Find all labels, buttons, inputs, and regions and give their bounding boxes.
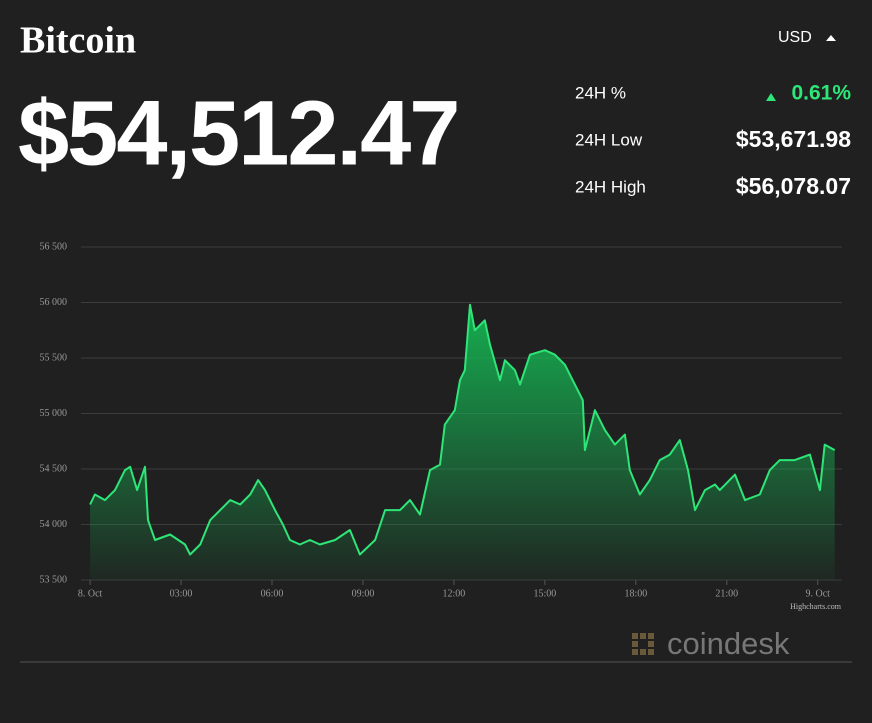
x-tick-label: 21:00 xyxy=(715,588,738,599)
price-line xyxy=(89,303,836,556)
y-tick-label: 55 000 xyxy=(40,408,68,419)
y-tick-label: 54 000 xyxy=(40,519,68,530)
x-tick-label: 06:00 xyxy=(261,588,284,599)
y-tick-label: 55 500 xyxy=(40,352,68,363)
stat-value: $53,671.98 xyxy=(736,126,851,152)
caret-icon[interactable] xyxy=(826,35,836,41)
credit[interactable]: Highcharts.com xyxy=(790,602,842,611)
stat-label: 24H High xyxy=(575,177,646,196)
currency-selector[interactable]: USD xyxy=(778,29,812,46)
x-tick-label: 12:00 xyxy=(443,588,466,599)
y-tick-label: 53 500 xyxy=(40,574,68,585)
x-tick-label: 9. Oct xyxy=(806,588,831,599)
x-tick-label: 09:00 xyxy=(352,588,375,599)
y-tick-label: 54 500 xyxy=(40,463,68,474)
logo-icon xyxy=(632,633,654,655)
stat-label: 24H Low xyxy=(575,130,643,149)
stat-label: 24H % xyxy=(575,83,626,102)
plot: 53 500 54 000 54 500 55 000 55 500 56 000 56 5… xyxy=(40,241,842,599)
price: $54,512.47 xyxy=(18,82,458,184)
y-tick-label: 56 000 xyxy=(40,297,68,308)
stat-value: $56,078.07 xyxy=(736,173,851,199)
y-tick-label: 56 500 xyxy=(40,241,68,252)
area-fill xyxy=(90,304,835,580)
x-tick-label: 03:00 xyxy=(170,588,193,599)
x-tick-label: 8. Oct xyxy=(78,588,103,599)
x-tick-label: 18:00 xyxy=(624,588,647,599)
up-arrow xyxy=(766,93,776,101)
title: Bitcoin xyxy=(20,20,136,62)
stat-value: 0.61% xyxy=(791,82,851,105)
logo: coindesk xyxy=(667,626,790,661)
x-tick-label: 15:00 xyxy=(533,588,556,599)
